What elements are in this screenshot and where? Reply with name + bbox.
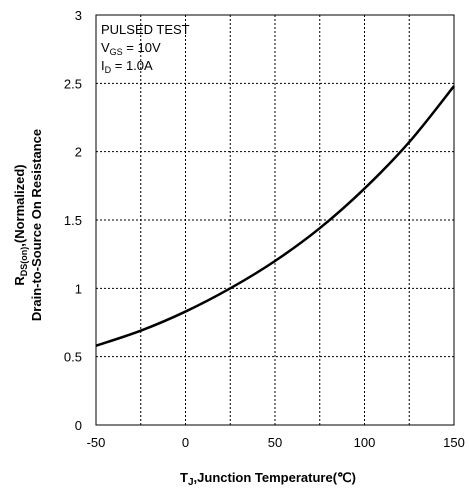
plot-frame <box>95 14 455 426</box>
x-tick-label: 150 <box>443 435 465 450</box>
y-tick-label: 0.5 <box>64 350 82 365</box>
x-tick-label: 0 <box>182 435 189 450</box>
annotation-id-rest: = 1.0A <box>111 58 153 73</box>
x-tick-label: -50 <box>87 435 106 450</box>
y-axis-title-line1-rest: ,(Normalized) <box>12 164 27 246</box>
annotation-id-main: I <box>101 58 105 73</box>
annotation-vgs-rest: = 10V <box>123 40 161 55</box>
x-axis-title: TJ,Junction Temperature(℃) <box>180 470 356 488</box>
y-axis-title-line2: Drain-to-Source On Resistance <box>29 129 44 321</box>
x-tick-label: 100 <box>354 435 376 450</box>
annotation-id: ID = 1.0A <box>101 58 153 75</box>
y-tick-label: 1 <box>75 281 82 296</box>
y-axis-title: RDS(on),(Normalized) Drain-to-Source On … <box>12 129 44 321</box>
y-axis-title-line1-sub: DS(on) <box>19 247 29 277</box>
annotation-pulsed-test: PULSED TEST <box>101 22 190 37</box>
y-axis-title-line1-main: R <box>12 276 27 286</box>
y-axis-title-line1: RDS(on),(Normalized) <box>12 164 29 285</box>
grid-layer <box>96 15 454 425</box>
x-axis-title-main: T <box>180 470 188 485</box>
annotation-vgs-sub: GS <box>110 47 123 57</box>
x-axis-title-rest: ,Junction Temperature(℃) <box>194 470 356 485</box>
curve-layer <box>95 85 455 347</box>
y-tick-label: 1.5 <box>64 213 82 228</box>
annotation-id-sub: D <box>105 65 112 75</box>
annotation-vgs-main: V <box>101 40 110 55</box>
annotation-block: PULSED TEST VGS = 10V ID = 1.0A <box>101 22 190 75</box>
x-tick-label: 50 <box>268 435 282 450</box>
rdson-curve <box>95 85 455 347</box>
tick-layer: -50 0 50 100 150 0 0.5 1 1.5 2 2.5 3 <box>64 8 465 450</box>
annotation-vgs: VGS = 10V <box>101 40 161 57</box>
x-axis-title-sub: J <box>188 477 194 488</box>
y-tick-label: 0 <box>75 418 82 433</box>
y-tick-label: 2 <box>75 145 82 160</box>
y-tick-label: 2.5 <box>64 76 82 91</box>
y-tick-label: 3 <box>75 8 82 23</box>
